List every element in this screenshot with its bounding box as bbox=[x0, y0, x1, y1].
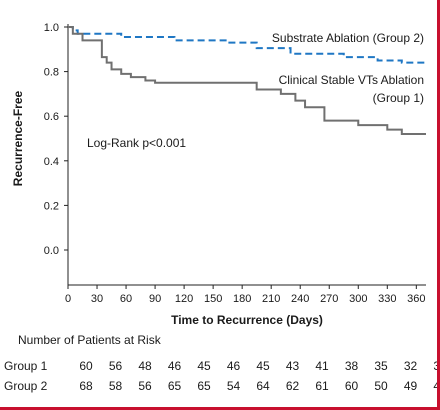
risk-row-label: Group 1 bbox=[4, 359, 48, 373]
x-tick-label: 60 bbox=[120, 293, 132, 305]
risk-cell: 60 bbox=[79, 359, 93, 373]
series-label-group-2: Substrate Ablation (Group 2) bbox=[272, 31, 424, 45]
y-tick-label: 0.4 bbox=[44, 156, 59, 168]
risk-cell: 46 bbox=[168, 359, 182, 373]
risk-cell: 35 bbox=[374, 359, 388, 373]
x-tick-label: 360 bbox=[407, 293, 425, 305]
survival-chart: 0.0 0.2 0.4 0.6 0.8 1.0 0 30 60 90 120 150 180 210 240… bbox=[11, 22, 426, 327]
risk-cell: 56 bbox=[138, 379, 152, 393]
x-tick-label: 30 bbox=[91, 293, 103, 305]
y-tick-label: 0.6 bbox=[44, 111, 59, 123]
risk-cell: 50 bbox=[374, 379, 388, 393]
risk-cell: 45 bbox=[256, 359, 270, 373]
series-line-group-1 bbox=[68, 26, 426, 136]
risk-cell: 45 bbox=[197, 359, 211, 373]
risk-cell: 49 bbox=[433, 379, 437, 393]
x-tick-label: 90 bbox=[149, 293, 161, 305]
risk-cell: 60 bbox=[345, 379, 359, 393]
risk-cell: 58 bbox=[109, 379, 123, 393]
risk-table-title: Number of Patients at Risk bbox=[18, 333, 162, 347]
x-tick-label: 0 bbox=[65, 293, 71, 305]
risk-cell: 41 bbox=[315, 359, 329, 373]
series-label-group-1-line2: (Group 1) bbox=[373, 91, 424, 105]
x-tick-label: 210 bbox=[262, 293, 280, 305]
risk-cell: 65 bbox=[168, 379, 182, 393]
risk-cell: 56 bbox=[109, 359, 123, 373]
series-label-group-1: Clinical Stable VTs Ablation bbox=[279, 73, 424, 87]
risk-cell: 49 bbox=[404, 379, 418, 393]
y-tick-label: 0.8 bbox=[44, 67, 59, 79]
risk-cell: 61 bbox=[315, 379, 329, 393]
x-tick-label: 150 bbox=[204, 293, 222, 305]
y-tick-label: 0.0 bbox=[44, 245, 59, 257]
x-tick-label: 270 bbox=[320, 293, 338, 305]
series-line-group-2 bbox=[68, 26, 426, 64]
y-axis-label: Recurrence-Free bbox=[11, 90, 25, 186]
risk-cell: 43 bbox=[286, 359, 300, 373]
x-tick-label: 120 bbox=[175, 293, 193, 305]
risk-cell: 54 bbox=[227, 379, 241, 393]
risk-cell: 32 bbox=[404, 359, 418, 373]
risk-row-label: Group 2 bbox=[4, 379, 48, 393]
risk-cell: 48 bbox=[138, 359, 152, 373]
risk-cell: 64 bbox=[256, 379, 270, 393]
risk-cell: 38 bbox=[345, 359, 359, 373]
y-tick-label: 1.0 bbox=[44, 22, 59, 34]
x-tick-label: 240 bbox=[291, 293, 309, 305]
x-tick-label: 180 bbox=[233, 293, 251, 305]
risk-cell: 68 bbox=[79, 379, 93, 393]
log-rank-annotation: Log-Rank p<0.001 bbox=[87, 136, 186, 150]
x-tick-label: 330 bbox=[378, 293, 396, 305]
x-axis-label: Time to Recurrence (Days) bbox=[171, 313, 323, 327]
risk-cell: 62 bbox=[286, 379, 300, 393]
risk-cell: 46 bbox=[227, 359, 241, 373]
y-tick-label: 0.2 bbox=[44, 200, 59, 212]
risk-table: Number of Patients at Risk Group 1 60 56 48 4… bbox=[4, 333, 437, 393]
risk-cell: 31 bbox=[433, 359, 437, 373]
risk-cell: 65 bbox=[197, 379, 211, 393]
x-tick-label: 300 bbox=[349, 293, 367, 305]
